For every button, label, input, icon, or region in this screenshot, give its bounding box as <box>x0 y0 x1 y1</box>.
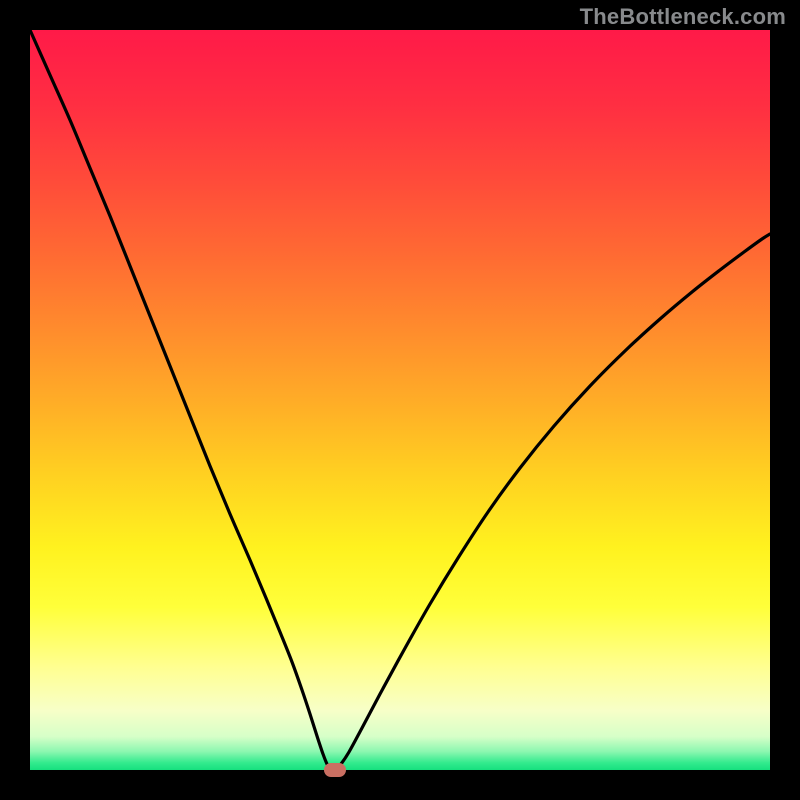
bottleneck-chart <box>0 0 800 800</box>
chart-container: { "attribution": { "text": "TheBottlenec… <box>0 0 800 800</box>
attribution-text: TheBottleneck.com <box>580 4 786 30</box>
minimum-marker <box>324 763 346 777</box>
